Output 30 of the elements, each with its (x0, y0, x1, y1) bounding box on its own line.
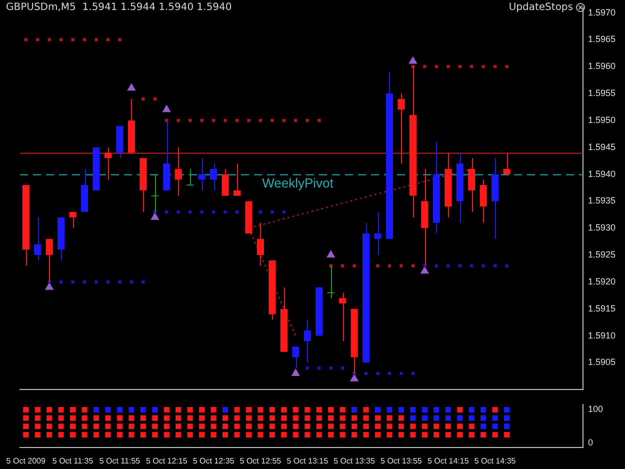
y-tick-label: 1.5970 (588, 7, 616, 18)
y-tick-label: 1.5960 (588, 61, 616, 72)
y-tick-label: 1.5935 (588, 196, 616, 206)
y-tick-label: 1.5930 (588, 222, 616, 233)
x-tick-label: 5 Oct 13:55 (380, 456, 422, 466)
y-tick-label: 1.5955 (588, 88, 616, 98)
x-tick-label: 5 Oct 11:35 (52, 456, 94, 466)
x-tick-label: 5 Oct 12:15 (146, 456, 188, 466)
y-tick-label: 0 (588, 438, 594, 448)
y-tick-label: 1.5905 (588, 357, 616, 368)
ref-line-label: WeeklyPivot (262, 175, 334, 190)
y-tick-label: 100 (588, 404, 604, 414)
y-tick-label: 1.5945 (588, 142, 616, 152)
x-tick-label: 5 Oct 14:15 (427, 456, 470, 466)
x-tick-label: 5 Oct 12:35 (192, 456, 235, 466)
y-tick-label: 1.5910 (588, 330, 616, 340)
y-tick-label: 1.5965 (588, 34, 616, 44)
x-tick-label: 5 Oct 12:55 (240, 456, 282, 466)
x-tick-label: 5 Oct 11:55 (99, 456, 141, 466)
x-tick-label: 5 Oct 2009 (6, 456, 46, 466)
y-tick-label: 1.5940 (588, 168, 616, 179)
y-tick-label: 1.5925 (588, 250, 616, 260)
y-tick-label: 1.5915 (588, 303, 616, 314)
x-tick-label: 5 Oct 14:35 (474, 456, 516, 466)
annotation: UpdateStops (508, 2, 573, 13)
chart-title: GBPUSDm,M5 1.5941 1.5944 1.5940 1.5940 (6, 2, 232, 13)
y-tick-label: 1.5920 (588, 276, 616, 286)
x-tick-label: 5 Oct 13:35 (334, 456, 376, 466)
x-tick-label: 5 Oct 13:15 (286, 456, 329, 466)
y-tick-label: 1.5950 (588, 114, 616, 125)
